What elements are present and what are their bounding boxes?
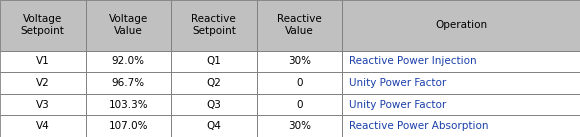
Bar <box>171 72 256 94</box>
Text: Voltage
Value: Voltage Value <box>108 14 148 36</box>
Bar <box>86 115 171 137</box>
Bar <box>342 0 580 51</box>
Bar <box>0 0 86 51</box>
Bar <box>256 72 342 94</box>
Bar <box>171 115 256 137</box>
Bar <box>256 115 342 137</box>
Text: V2: V2 <box>36 78 50 88</box>
Text: Q2: Q2 <box>206 78 222 88</box>
Text: 0: 0 <box>296 100 303 110</box>
Bar <box>256 51 342 72</box>
Bar <box>86 0 171 51</box>
Bar <box>342 72 580 94</box>
Text: 107.0%: 107.0% <box>108 121 148 131</box>
Bar <box>0 0 86 51</box>
Bar <box>0 51 86 72</box>
Text: 0: 0 <box>296 78 303 88</box>
Bar <box>86 94 171 115</box>
Bar <box>86 51 171 72</box>
Text: Reactive Power Absorption: Reactive Power Absorption <box>349 121 489 131</box>
Text: 30%: 30% <box>288 121 311 131</box>
Bar <box>86 72 171 94</box>
Text: V1: V1 <box>36 56 50 66</box>
Bar <box>0 115 86 137</box>
Text: Reactive
Setpoint: Reactive Setpoint <box>191 14 236 36</box>
Bar <box>342 51 580 72</box>
Text: Q3: Q3 <box>206 100 222 110</box>
Bar <box>256 94 342 115</box>
Bar <box>171 51 256 72</box>
Text: Reactive
Value: Reactive Value <box>277 14 322 36</box>
Text: 96.7%: 96.7% <box>112 78 145 88</box>
Bar <box>342 51 580 72</box>
Bar <box>256 94 342 115</box>
Bar <box>0 94 86 115</box>
Text: Operation: Operation <box>435 20 487 30</box>
Bar <box>342 94 580 115</box>
Bar <box>256 0 342 51</box>
Bar <box>171 72 256 94</box>
Bar <box>86 0 171 51</box>
Bar <box>86 72 171 94</box>
Text: Reactive Power Injection: Reactive Power Injection <box>349 56 477 66</box>
Bar <box>171 94 256 115</box>
Bar <box>256 51 342 72</box>
Text: 103.3%: 103.3% <box>108 100 148 110</box>
Bar <box>342 94 580 115</box>
Text: Unity Power Factor: Unity Power Factor <box>349 100 447 110</box>
Bar <box>342 115 580 137</box>
Bar <box>0 115 86 137</box>
Bar <box>256 0 342 51</box>
Bar <box>171 115 256 137</box>
Text: Q4: Q4 <box>206 121 222 131</box>
Bar <box>0 51 86 72</box>
Bar <box>0 72 86 94</box>
Text: Q1: Q1 <box>206 56 222 66</box>
Bar <box>171 51 256 72</box>
Bar <box>171 0 256 51</box>
Text: Voltage
Setpoint: Voltage Setpoint <box>21 14 65 36</box>
Text: 30%: 30% <box>288 56 311 66</box>
Bar <box>86 51 171 72</box>
Bar <box>342 72 580 94</box>
Bar <box>0 72 86 94</box>
Bar <box>171 0 256 51</box>
Bar <box>0 94 86 115</box>
Bar <box>86 94 171 115</box>
Text: 92.0%: 92.0% <box>112 56 145 66</box>
Bar <box>342 0 580 51</box>
Text: V3: V3 <box>36 100 50 110</box>
Bar <box>256 72 342 94</box>
Text: V4: V4 <box>36 121 50 131</box>
Bar <box>86 115 171 137</box>
Bar <box>342 115 580 137</box>
Text: Unity Power Factor: Unity Power Factor <box>349 78 447 88</box>
Bar <box>256 115 342 137</box>
Bar <box>171 94 256 115</box>
